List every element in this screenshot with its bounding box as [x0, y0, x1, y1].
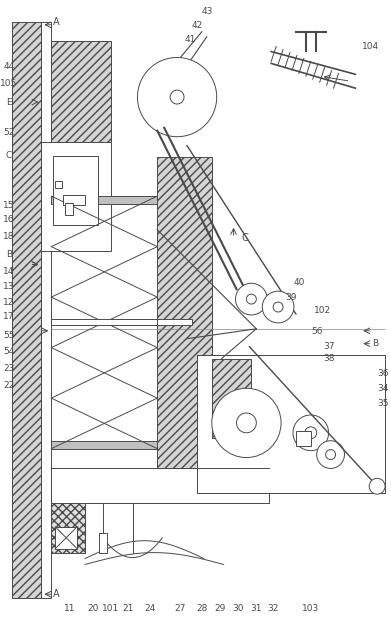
Text: 102: 102 [314, 306, 331, 316]
Circle shape [317, 441, 344, 469]
Text: 44: 44 [3, 62, 14, 71]
Text: 29: 29 [214, 604, 225, 613]
Text: 43: 43 [201, 7, 212, 17]
Text: 20: 20 [87, 604, 99, 613]
Circle shape [305, 427, 317, 439]
Bar [197, 355, 385, 493]
Bar [51, 469, 269, 503]
Circle shape [212, 388, 281, 457]
Text: C: C [5, 151, 12, 160]
Bar [51, 503, 85, 553]
Text: 36: 36 [377, 369, 389, 378]
Text: 22: 22 [3, 381, 14, 390]
Text: 40: 40 [293, 278, 305, 287]
Text: 55: 55 [3, 331, 14, 340]
Bar [51, 441, 157, 449]
Text: 101: 101 [102, 604, 119, 613]
Text: 18: 18 [3, 232, 14, 241]
Text: 32: 32 [267, 604, 279, 613]
Text: C: C [241, 233, 248, 243]
Bar [53, 155, 98, 225]
Text: 34: 34 [377, 384, 389, 392]
Bar [63, 195, 85, 205]
Circle shape [138, 58, 217, 137]
Bar [51, 196, 157, 204]
Circle shape [273, 302, 283, 312]
Text: 27: 27 [174, 604, 186, 613]
Text: 42: 42 [191, 21, 203, 30]
Bar [212, 358, 251, 438]
Text: 11: 11 [65, 604, 76, 613]
Text: 103: 103 [302, 604, 319, 613]
Bar [41, 22, 51, 598]
Bar [51, 41, 111, 142]
Bar [55, 181, 62, 188]
Circle shape [262, 291, 294, 323]
Circle shape [170, 90, 184, 104]
Circle shape [237, 413, 256, 433]
Text: 56: 56 [311, 327, 323, 336]
Circle shape [369, 478, 385, 494]
Text: 16: 16 [3, 215, 14, 224]
Bar [12, 22, 41, 598]
Bar [157, 157, 212, 488]
Text: 31: 31 [251, 604, 262, 613]
Text: E: E [6, 98, 12, 106]
Text: B: B [6, 250, 12, 259]
Bar [296, 431, 311, 446]
Text: 24: 24 [145, 604, 156, 613]
Circle shape [235, 284, 267, 315]
Text: 52: 52 [3, 128, 14, 137]
Text: A: A [53, 17, 59, 27]
Circle shape [246, 294, 256, 304]
Text: 23: 23 [3, 364, 14, 373]
Text: 30: 30 [233, 604, 244, 613]
Text: 105: 105 [0, 79, 17, 88]
Circle shape [293, 415, 328, 451]
Text: 15: 15 [3, 201, 14, 209]
Bar [41, 142, 111, 251]
Text: 39: 39 [285, 293, 297, 301]
Text: B: B [372, 339, 378, 348]
Bar [55, 527, 77, 548]
Text: 17: 17 [3, 313, 14, 321]
Text: 54: 54 [3, 347, 14, 356]
Bar [65, 203, 73, 215]
Bar [99, 533, 107, 553]
Text: 38: 38 [323, 354, 334, 363]
Text: 21: 21 [122, 604, 133, 613]
Text: 13: 13 [3, 282, 14, 291]
Text: 14: 14 [3, 267, 14, 276]
Circle shape [326, 449, 335, 459]
Text: A: A [53, 589, 59, 599]
Bar [157, 319, 192, 326]
Text: 41: 41 [184, 35, 196, 44]
Text: 37: 37 [323, 342, 334, 351]
Text: 12: 12 [3, 298, 14, 306]
Text: 104: 104 [362, 42, 379, 51]
Text: 35: 35 [377, 399, 389, 407]
Bar [51, 319, 157, 326]
Text: 28: 28 [196, 604, 208, 613]
